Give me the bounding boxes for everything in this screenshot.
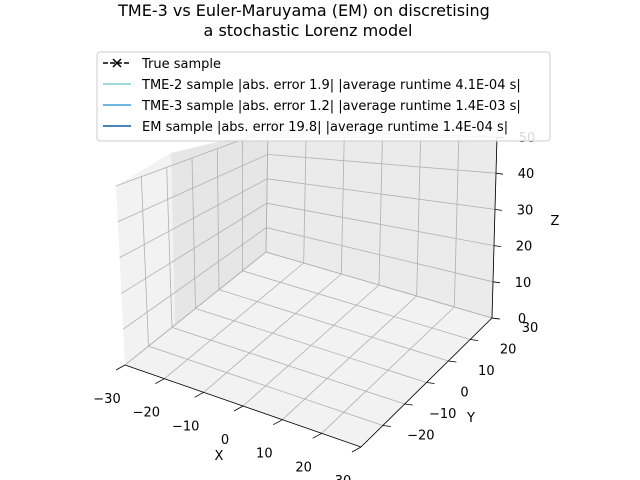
z-grid-3 — [119, 178, 496, 258]
z-tick-4 — [495, 172, 504, 175]
y-grid-wall-2 — [191, 157, 196, 309]
pane-left — [116, 153, 175, 365]
y-grid-floor-2 — [195, 308, 427, 383]
chart-title-line-2: a stochastic Lorenz model — [204, 21, 413, 40]
x-axis-label: X — [215, 449, 224, 464]
chart-title-line-1: TME-3 vs Euler-Maruyama (EM) on discreti… — [117, 1, 490, 20]
y-tick-2 — [426, 382, 435, 384]
pane-floor — [125, 252, 492, 447]
x-tick-3 — [233, 405, 244, 412]
y-tick-4 — [470, 339, 479, 341]
legend-item-1: TME-2 sample |abs. error 1.9| |average r… — [103, 78, 521, 93]
legend-item-3: EM sample |abs. error 19.8| |average run… — [103, 120, 508, 135]
z-grid-1 — [122, 227, 494, 330]
x-tick-1 — [155, 378, 165, 385]
z-grid-4 — [117, 153, 497, 223]
y-grid-wall-3 — [216, 148, 220, 290]
x-tick-4 — [273, 419, 283, 426]
z-tick-label-2: 20 — [516, 240, 533, 255]
z-axis-line — [491, 136, 498, 319]
z-tick-label-0: 0 — [518, 312, 526, 327]
z-tick-label-1: 10 — [515, 276, 532, 291]
z-tick-label-3: 30 — [517, 203, 534, 218]
z-grid-0 — [124, 251, 493, 366]
tick-marks — [115, 136, 505, 453]
y-grid-wall-0 — [140, 176, 149, 347]
legend-label-3: EM sample |abs. error 19.8| |average run… — [142, 120, 508, 135]
y-tick-label-2: 0 — [460, 386, 468, 401]
x-tick-2 — [194, 391, 204, 398]
legend-item-2: TME-3 sample |abs. error 1.2| |average r… — [103, 99, 521, 114]
x-tick-label-5: 20 — [295, 460, 312, 475]
x-grid-wall-2 — [340, 132, 345, 275]
y-tick-3 — [448, 360, 457, 363]
x-grid-wall-3 — [378, 133, 383, 286]
x-tick-label-1: −20 — [133, 406, 160, 421]
y-grid-wall-1 — [166, 167, 173, 328]
y-grid-wall-5 — [265, 129, 269, 253]
z-tick-2 — [493, 245, 502, 247]
y-tick-label-0: −20 — [407, 429, 434, 444]
x-tick-label-3: 0 — [221, 433, 229, 448]
x-tick-label-2: −10 — [172, 419, 199, 434]
y-grid-floor-0 — [148, 345, 383, 426]
legend-label-0: True sample — [141, 57, 221, 72]
z-tick-label-4: 40 — [518, 167, 535, 182]
x-tick-label-4: 10 — [256, 447, 273, 462]
y-tick-label-5: 30 — [522, 321, 539, 336]
legend: True sample TME-2 sample |abs. error 1.9|… — [96, 51, 551, 142]
y-tick-label-1: −10 — [429, 407, 456, 422]
y-tick-label-3: 10 — [478, 364, 495, 379]
y-tick-label-4: 20 — [500, 343, 517, 358]
y-grid-floor-1 — [171, 326, 405, 405]
x-tick-5 — [312, 432, 322, 439]
axis-panes — [116, 130, 497, 447]
z-axis-label: Z — [551, 214, 560, 229]
legend-marker-0 — [112, 58, 122, 68]
legend-label-1: TME-2 sample |abs. error 1.9| |average r… — [141, 78, 521, 93]
z-grid-2 — [121, 202, 495, 294]
z-tick-0 — [491, 317, 500, 320]
x-tick-label-0: −30 — [93, 392, 120, 407]
x-grid-wall-4 — [416, 134, 422, 297]
y-tick-1 — [404, 403, 413, 406]
y-grid-floor-3 — [218, 289, 449, 362]
pane-back — [171, 130, 268, 325]
x-grid-wall-5 — [453, 135, 460, 308]
y-grid-floor-4 — [242, 270, 471, 340]
x-tick-6 — [351, 446, 362, 453]
legend-label-2: TME-3 sample |abs. error 1.2| |average r… — [141, 99, 521, 114]
x-tick-0 — [115, 364, 126, 371]
z-tick-3 — [494, 209, 503, 211]
pane-right — [266, 130, 497, 318]
y-tick-0 — [382, 425, 391, 427]
grid-lines — [115, 129, 498, 448]
y-axis-label: Y — [466, 411, 475, 426]
legend-frame — [96, 51, 551, 142]
x-grid-wall-1 — [303, 131, 307, 264]
x-tick-label-6: 30 — [335, 474, 352, 480]
z-tick-1 — [492, 281, 501, 284]
legend-item-0: True sample — [103, 57, 221, 72]
